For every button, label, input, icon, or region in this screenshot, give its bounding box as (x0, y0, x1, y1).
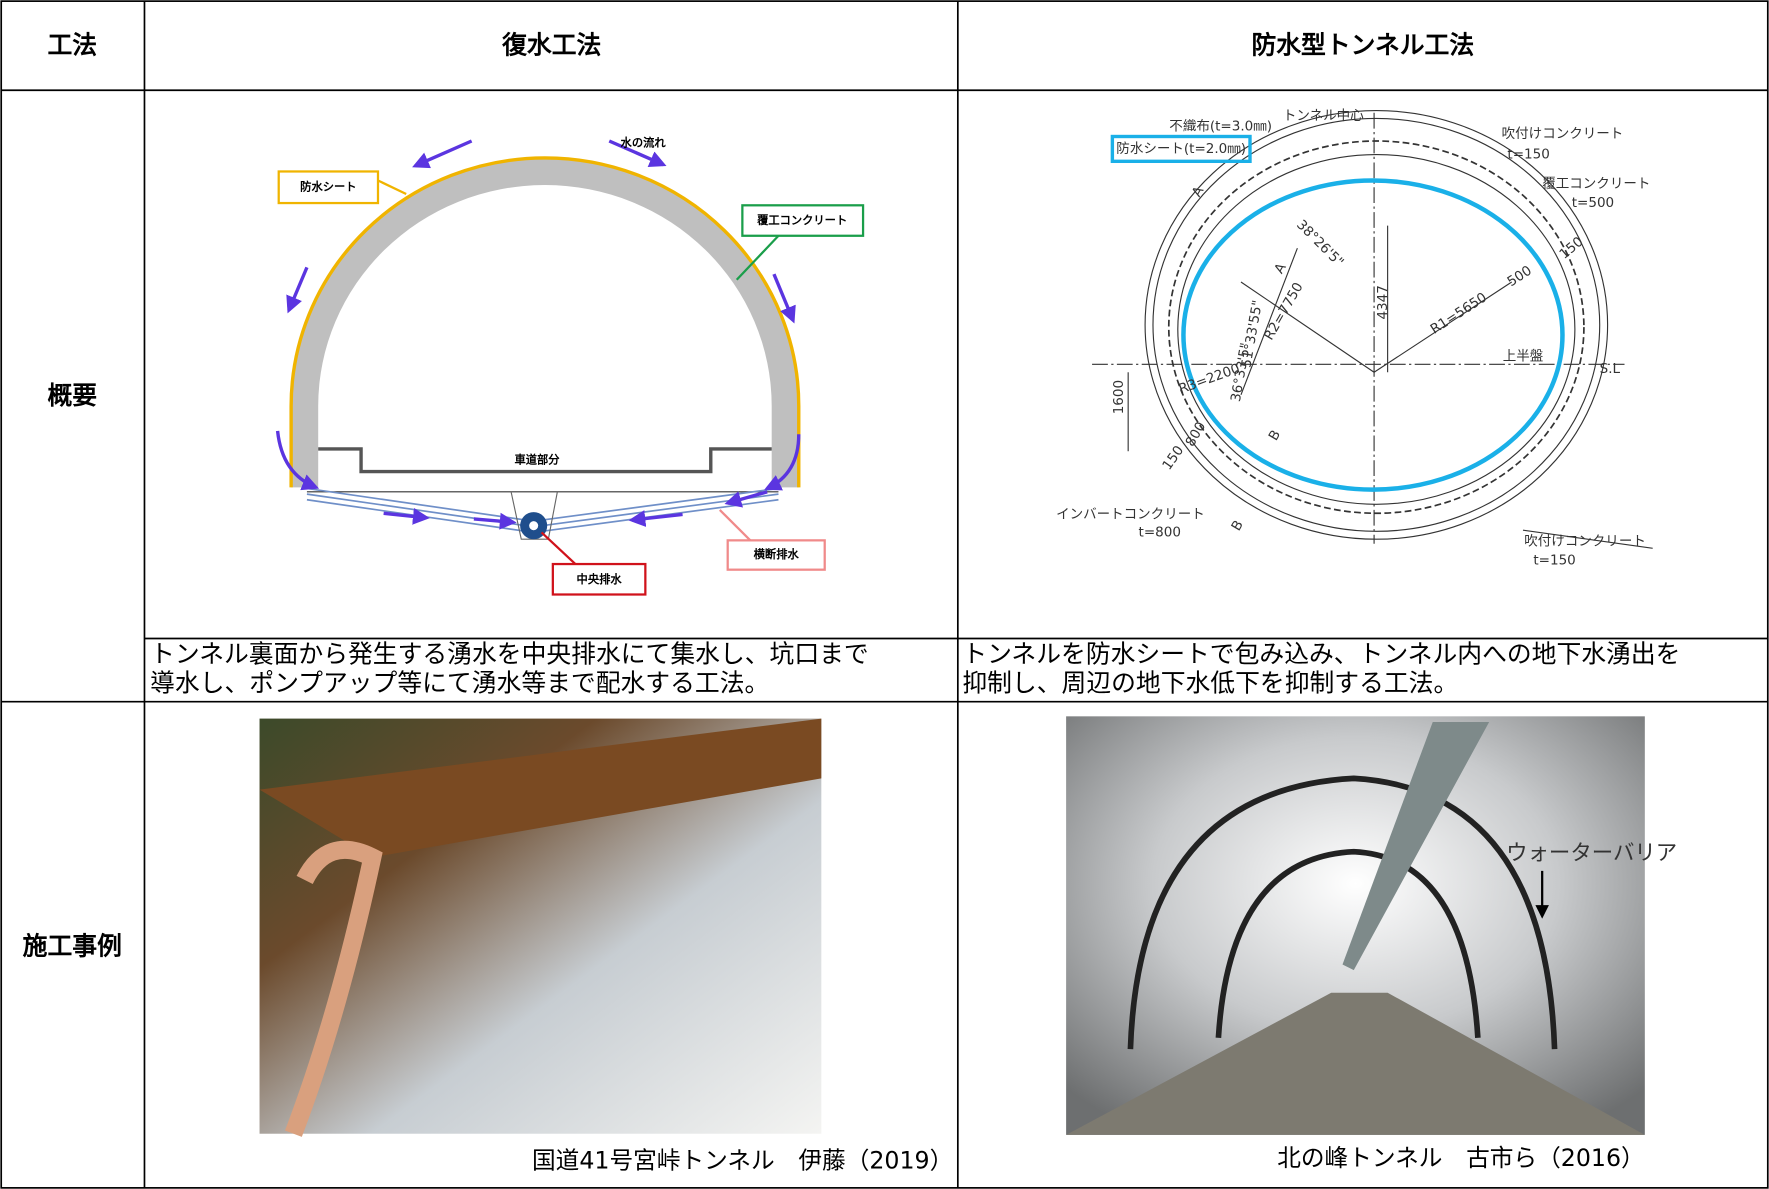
caption: 北の峰トンネル 古市ら（2016） (1277, 1144, 1645, 1172)
label: 吹付けコンクリート (1524, 533, 1646, 549)
waterproof-diagram: 不織布(t=3.0㎜) トンネル中心 防水シート(t=2.0㎜) 吹付けコンクリ… (1056, 108, 1653, 569)
description-line: トンネル裏面から発生する湧水を中央排水にて集水し、坑口まで (150, 639, 869, 668)
label: B (1266, 427, 1284, 443)
label: t=800 (1139, 524, 1181, 540)
photo (259, 718, 822, 1137)
header-cell: 復水工法 (501, 30, 601, 59)
label: t=150 (1533, 553, 1575, 569)
label: インバートコンクリート (1056, 506, 1205, 522)
label: 1600 (1111, 380, 1127, 414)
label: 500 (1504, 263, 1534, 290)
label: S.L (1600, 361, 1621, 377)
label: 4347 (1375, 285, 1391, 319)
caption: 国道41号宮峠トンネル 伊藤（2019） (532, 1146, 953, 1174)
description-line: 導水し、ポンプアップ等にて湧水等まで配水する工法。 (150, 669, 769, 698)
description-line: 抑制し、周辺の地下水低下を抑制する工法。 (962, 669, 1458, 698)
label: A (1189, 183, 1208, 200)
header-cell: 防水型トンネル工法 (1251, 30, 1474, 59)
label: 水の流れ (621, 135, 667, 149)
label: R1=5650 (1428, 290, 1490, 338)
label: 覆工コンクリート (1542, 176, 1650, 192)
annotation: ウォーターバリア (1506, 841, 1677, 866)
label: 中央排水 (577, 572, 623, 586)
row-label: 施工事例 (23, 932, 122, 961)
label: 150 (1556, 234, 1586, 263)
label: t=150 (1507, 147, 1549, 163)
label: 車道部分 (515, 452, 561, 466)
label: 防水シート(t=2.0㎜) (1116, 141, 1246, 157)
label: 不織布(t=3.0㎜) (1169, 118, 1272, 134)
label: 上半盤 (1503, 348, 1544, 364)
label: 覆工コンクリート (757, 214, 847, 227)
label: トンネル中心 (1283, 108, 1364, 124)
header-cell: 工法 (47, 30, 97, 59)
label: 吹付けコンクリート (1502, 126, 1624, 142)
label: 38°26'5" (1293, 217, 1347, 271)
label: B (1228, 518, 1246, 534)
label: 150 (1159, 443, 1187, 473)
photo (1066, 716, 1645, 1135)
description-line: トンネルを防水シートで包み込み、トンネル内への地下水湧出を (962, 639, 1680, 668)
drainage-diagram: 水の流れ 防水シート 覆工コンクリート 車道部分 中央排水 横断排水 (275, 135, 865, 596)
label: 横断排水 (754, 547, 800, 561)
label: 防水シート (300, 179, 356, 193)
label: R2=7750 (1261, 280, 1307, 343)
label: t=500 (1572, 195, 1614, 211)
label: 800 (1182, 419, 1209, 449)
row-label: 概要 (47, 381, 97, 410)
